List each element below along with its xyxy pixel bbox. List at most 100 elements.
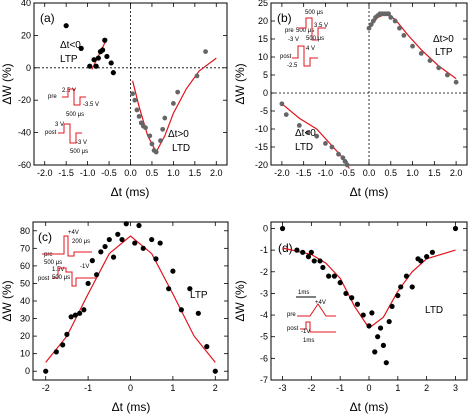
data-point [187,286,193,292]
inset-a-pre-pulse [62,88,86,106]
data-point [329,144,335,150]
panel-b-ltd-label: LTD [295,142,313,153]
data-point [305,130,311,136]
data-point [102,243,108,250]
data-point [368,22,374,27]
panel-b-ltp-label: LTP [435,47,453,58]
data-point [410,43,415,49]
data-point [331,273,338,279]
x-tick-label: 0.5 [385,168,398,178]
inset-d-post-pulse [300,321,336,333]
y-tick-label: 20 [20,331,30,341]
y-tick-label: 40 [20,296,30,306]
panel-b-ticks: -2.0 -1.5 -1.0 -0.5 0.0 0.5 1.0 1.5 2.0 25 20 15 10 5… [255,0,467,178]
data-point [119,236,125,243]
panel-a-ltd-label: LTD [172,143,190,154]
inset-a-post-pulse [58,123,82,144]
data-point [212,368,218,374]
y-tick-label: -10 [255,124,268,134]
x-tick-label: 1 [170,383,175,393]
x-tick-label: 1.0 [167,168,180,178]
panel-c-xlabel: Δt (ms) [112,400,151,414]
panel-b-ltd-dt: Δt<0 [295,128,316,139]
inset-c-v1: +4V [68,230,79,236]
data-point [91,57,97,63]
panel-c-ltp-label: LTP [190,290,208,301]
data-point [349,295,355,301]
data-point [95,55,101,61]
x-tick-label: 0.0 [363,168,376,178]
data-point [398,284,404,290]
data-point [81,307,87,313]
inset-b-v2: -3 V [288,37,299,43]
panel-a-zero-lines [34,3,227,165]
data-point [366,25,372,31]
data-point [158,138,163,144]
data-point [100,47,106,53]
y-tick-label: -3 [260,288,268,298]
data-point [77,310,83,316]
x-tick-label: -3 [279,383,287,393]
y-tick-label: -5 [260,332,268,342]
data-point [436,65,442,71]
data-point [68,314,74,320]
inset-c-pre: pre [44,252,53,258]
panel-b-xlabel: Δt (ms) [350,185,389,199]
data-point [370,18,376,24]
inset-a-w2: 500 μs [70,149,88,155]
x-tick-label: -2 [42,383,50,393]
data-point [162,115,168,121]
y-tick-label: 10 [20,349,30,359]
y-tick-label: -60 [18,160,31,170]
y-tick-label: 30 [20,314,30,324]
inset-c-w1: 200 μs [72,239,90,245]
y-tick-label: 0 [26,63,31,73]
data-point [279,101,285,107]
data-point [326,273,332,279]
data-point [403,273,410,279]
y-tick-label: 5 [263,70,268,80]
panel-a-pulse-inset: pre 2.5 V -3.5 V 500 μs 3 V post -3 V 50… [45,88,99,155]
panel-d-ticks: -3 -2 -1 0 1 2 3 0 -1 -2 -3 -4 -5 -6 -7 [260,222,467,393]
inset-a-v4: -3 V [76,140,87,146]
inset-d-v2: -1V [301,329,310,335]
panel-a-points [63,23,208,155]
x-tick-label: -2.0 [274,168,290,178]
data-point [60,342,66,348]
data-point [305,254,312,260]
data-point [108,60,114,66]
data-point [87,63,93,69]
x-tick-label: 3 [453,383,458,393]
data-point [300,249,306,255]
data-point [43,368,49,374]
panel-c-fit [45,235,216,363]
inset-a-post: post [45,130,57,136]
data-point [64,331,70,337]
data-point [203,49,208,54]
data-point [377,325,384,331]
panel-b-points [279,11,459,168]
data-point [153,149,159,155]
data-point [314,133,320,139]
data-point [372,349,378,355]
data-point [130,91,136,97]
data-point [342,159,348,164]
data-point [429,249,436,255]
data-point [149,141,155,147]
panel-d-xlabel: Δt (ms) [350,400,389,414]
panel-c-ylabel: ΔW (%) [0,280,14,321]
y-tick-label: 60 [20,261,30,271]
data-point [134,107,140,113]
inset-c-post: post [38,276,50,282]
y-tick-label: -4 [260,310,268,320]
inset-c-w3: 500 μs [52,275,70,281]
data-point [178,307,184,313]
inset-d-v1: +4V [315,300,326,306]
data-point [175,89,181,95]
data-point [136,114,142,119]
data-point [106,236,112,243]
data-point [383,360,389,366]
y-tick-label: -20 [255,160,268,170]
data-point [160,126,166,132]
x-tick-label: -1 [336,383,344,393]
